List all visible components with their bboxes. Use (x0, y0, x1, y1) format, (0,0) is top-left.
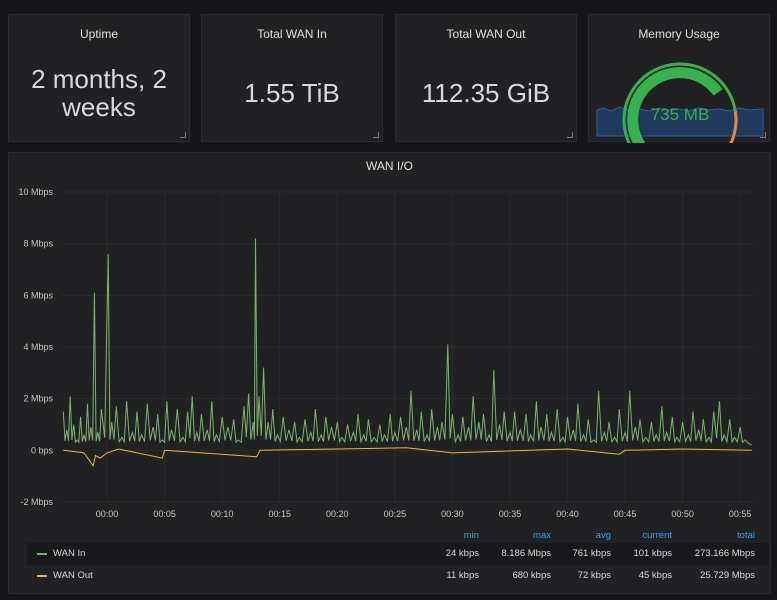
legend-header-max[interactable]: max (533, 530, 551, 541)
legend-max: 8.186 Mbps (501, 548, 551, 559)
memory-panel: Memory Usage 735 MB (588, 14, 770, 143)
chart-title: WAN I/O (366, 159, 413, 173)
gauge-green-band (622, 62, 737, 143)
legend-total: 25.729 Mbps (700, 570, 755, 581)
legend-row-wan-in[interactable]: WAN In 24 kbps 8.186 Mbps 761 kbps 101 k… (27, 543, 769, 565)
series-line-wan-out (63, 447, 752, 468)
wan-in-title: Total WAN In (257, 27, 327, 41)
x-tick-label: 00:45 (614, 509, 637, 519)
legend-min: 24 kbps (445, 548, 479, 559)
legend-current: 45 kbps (638, 570, 672, 581)
wan-io-panel: WAN I/O 10 Mbps 8 Mbps 6 Mbps 4 Mbps 2 Mbps 0… (8, 152, 771, 594)
legend-current: 101 kbps (633, 548, 672, 559)
gauge-value-arc (627, 67, 723, 143)
x-tick-label: 00:40 (556, 509, 579, 519)
resize-handle[interactable] (373, 132, 379, 138)
legend-series-name[interactable]: WAN Out (53, 570, 93, 581)
wan-in-panel: Total WAN In 1.55 TiB (201, 14, 383, 142)
legend-row-wan-out[interactable]: WAN Out 11 kbps 680 kbps 72 kbps 45 kbps… (27, 565, 769, 587)
x-tick-label: 00:20 (326, 509, 349, 519)
x-tick-label: 00:15 (268, 509, 291, 519)
x-tick-label: 00:05 (153, 509, 176, 519)
y-tick-label: 10 Mbps (18, 187, 53, 197)
legend-max: 680 kbps (512, 570, 551, 581)
memory-gauge: 735 MB (596, 62, 764, 143)
legend-header-min[interactable]: min (463, 530, 479, 541)
x-tick-label: 00:10 (211, 509, 234, 519)
wan-out-panel: Total WAN Out 112.35 GiB (395, 14, 577, 142)
y-tick-label: 8 Mbps (23, 239, 53, 249)
legend-swatch-wan-in (37, 553, 47, 555)
series-line-wan-in (62, 238, 752, 446)
x-tick-label: 00:55 (729, 509, 752, 519)
uptime-panel: Uptime 2 months, 2 weeks (8, 14, 190, 142)
x-tick-label: 00:50 (671, 509, 694, 519)
wan-io-chart[interactable]: 10 Mbps 8 Mbps 6 Mbps 4 Mbps 2 Mbps 0 bps -2 M… (9, 153, 772, 595)
wan-out-value: 112.35 GiB (421, 78, 551, 108)
x-tick-label: 00:35 (499, 509, 522, 519)
legend-swatch-wan-out (37, 575, 47, 577)
y-tick-label: 4 Mbps (23, 342, 53, 352)
legend-min: 11 kbps (446, 570, 479, 581)
x-tick-label: 00:25 (384, 509, 407, 519)
legend: min max avg current total WAN In 24 kbps… (27, 529, 769, 589)
y-tick-label: 6 Mbps (23, 290, 53, 300)
resize-handle[interactable] (567, 132, 573, 138)
legend-avg: 761 kbps (572, 548, 611, 559)
legend-series-name[interactable]: WAN In (53, 548, 86, 559)
uptime-value-line1: 2 months, 2 (31, 64, 167, 94)
x-tick-label: 00:30 (441, 509, 464, 519)
uptime-value-line2: weeks (62, 92, 136, 122)
y-tick-label: 0 bps (31, 445, 54, 455)
y-tick-label: 2 Mbps (23, 394, 53, 404)
wan-in-value: 1.55 TiB (244, 78, 340, 108)
legend-header-total[interactable]: total (737, 530, 755, 541)
resize-handle[interactable] (760, 132, 766, 138)
x-tick-label: 00:00 (96, 509, 119, 519)
memory-title: Memory Usage (638, 27, 720, 41)
wan-out-title: Total WAN Out (446, 27, 526, 41)
resize-handle[interactable] (180, 132, 186, 138)
memory-value: 735 MB (651, 105, 710, 124)
y-tick-label: -2 Mbps (20, 497, 53, 507)
legend-total: 273.166 Mbps (694, 548, 755, 559)
legend-header-avg[interactable]: avg (595, 530, 611, 541)
uptime-title: Uptime (79, 27, 118, 41)
legend-avg: 72 kbps (577, 570, 611, 581)
gauge-orange-band (729, 110, 738, 143)
legend-header: min max avg current total (27, 529, 769, 543)
legend-header-current[interactable]: current (642, 530, 672, 541)
